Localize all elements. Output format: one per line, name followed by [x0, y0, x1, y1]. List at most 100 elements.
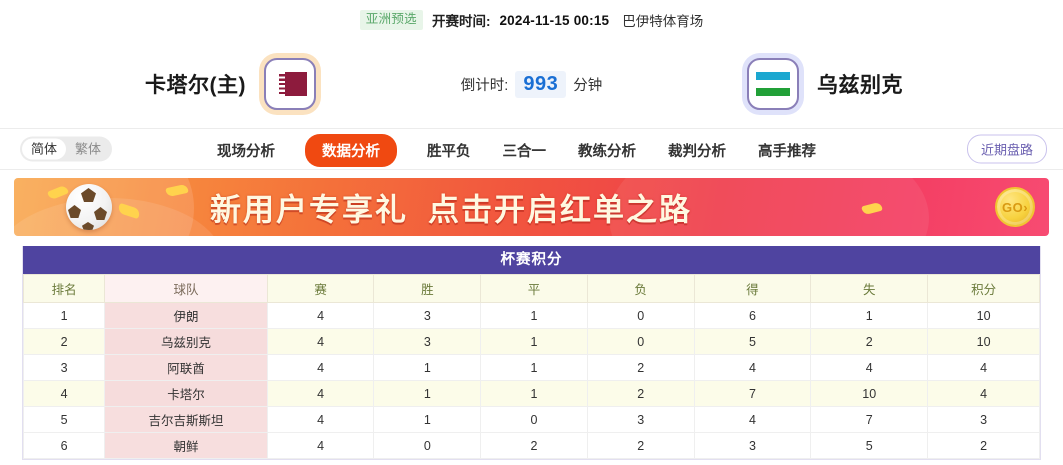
promo-banner-text: 新用户专享礼 点击开启红单之路 — [210, 185, 692, 230]
lang-simplified-option[interactable]: 简体 — [22, 138, 67, 160]
cell-rank: 4 — [22, 380, 106, 407]
cell-win: 3 — [373, 328, 482, 355]
soccer-ball-icon — [66, 184, 112, 230]
promo-text-line1: 新用户专享礼 — [210, 192, 408, 228]
countdown-unit: 分钟 — [573, 77, 603, 94]
home-team-block[interactable]: 卡塔尔(主) — [0, 40, 420, 128]
cell-draw: 1 — [480, 328, 588, 355]
cell-win: 1 — [373, 354, 482, 381]
tab-expert-picks[interactable]: 高手推荐 — [758, 143, 816, 160]
cell-win: 3 — [373, 302, 482, 329]
table-row[interactable]: 4 卡塔尔 4 1 1 2 7 10 4 — [22, 380, 1040, 407]
tab-data-analysis[interactable]: 数据分析 — [305, 133, 397, 167]
col-header-played: 赛 — [266, 274, 375, 303]
teams-header: 卡塔尔(主) 倒计时: 993 分钟 乌兹别克 — [0, 40, 1063, 128]
cell-loss: 2 — [586, 354, 695, 381]
cell-rank: 3 — [22, 354, 106, 381]
league-badge: 亚洲预选 — [359, 10, 423, 30]
col-header-ga: 失 — [810, 274, 929, 303]
cell-win: 1 — [373, 406, 482, 433]
cell-rank: 5 — [22, 406, 106, 433]
col-header-rank: 排名 — [22, 274, 106, 303]
kickoff-label: 开赛时间: — [431, 14, 491, 29]
cell-draw: 1 — [480, 302, 588, 329]
cell-ga: 2 — [810, 328, 929, 355]
table-row[interactable]: 1 伊朗 4 3 1 0 6 1 10 — [22, 302, 1040, 329]
main-nav: 简体 繁体 现场分析 数据分析 胜平负 三合一 教练分析 裁判分析 高手推荐 近… — [0, 128, 1063, 170]
uzbekistan-flag-icon — [747, 58, 799, 110]
cell-played: 4 — [266, 354, 375, 381]
col-header-points: 积分 — [927, 274, 1040, 303]
col-header-loss: 负 — [586, 274, 695, 303]
tab-referee-analysis[interactable]: 裁判分析 — [668, 143, 726, 160]
table-row[interactable]: 3 阿联酋 4 1 1 2 4 4 4 — [22, 354, 1040, 381]
lang-traditional-option[interactable]: 繁体 — [75, 141, 102, 157]
cell-team[interactable]: 朝鲜 — [104, 432, 268, 459]
cell-loss: 0 — [586, 328, 695, 355]
tab-win-draw-loss[interactable]: 胜平负 — [427, 143, 471, 160]
cell-team[interactable]: 伊朗 — [104, 302, 268, 329]
tab-live-analysis[interactable]: 现场分析 — [217, 143, 275, 160]
promo-banner[interactable]: 新用户专享礼 点击开启红单之路 GO› — [14, 178, 1049, 236]
promo-go-button[interactable]: GO› — [995, 187, 1035, 227]
cell-points: 10 — [927, 328, 1040, 355]
away-team-name: 乌兹别克 — [817, 74, 903, 97]
cell-played: 4 — [266, 432, 375, 459]
cell-draw: 0 — [480, 406, 588, 433]
cell-team[interactable]: 卡塔尔 — [104, 380, 268, 407]
cell-draw: 1 — [480, 380, 588, 407]
cell-loss: 2 — [586, 380, 695, 407]
col-header-win: 胜 — [373, 274, 482, 303]
cell-gf: 7 — [693, 380, 812, 407]
cell-points: 4 — [927, 380, 1040, 407]
qatar-flag-icon — [264, 58, 316, 110]
cell-rank: 1 — [22, 302, 106, 329]
nav-items: 现场分析 数据分析 胜平负 三合一 教练分析 裁判分析 高手推荐 — [215, 129, 818, 171]
standings-table: 杯赛积分 排名 球队 赛 胜 平 负 得 失 积分 — [22, 246, 1040, 459]
countdown-value: 993 — [515, 70, 567, 98]
cell-team[interactable]: 吉尔吉斯斯坦 — [104, 406, 268, 433]
standings-title: 杯赛积分 — [23, 246, 1040, 274]
cell-played: 4 — [266, 328, 375, 355]
cell-draw: 1 — [480, 354, 588, 381]
cell-gf: 6 — [693, 302, 812, 329]
cell-draw: 2 — [480, 432, 588, 459]
language-toggle[interactable]: 简体 繁体 — [20, 136, 113, 162]
table-row[interactable]: 6 朝鲜 4 0 2 2 3 5 2 — [22, 432, 1040, 459]
cell-rank: 6 — [22, 432, 106, 459]
cell-played: 4 — [266, 302, 375, 329]
tab-coach-analysis[interactable]: 教练分析 — [578, 143, 636, 160]
cell-points: 10 — [927, 302, 1040, 329]
table-row[interactable]: 2 乌兹别克 4 3 1 0 5 2 10 — [22, 328, 1040, 355]
away-team-block[interactable]: 乌兹别克 — [643, 40, 1063, 128]
cell-win: 1 — [373, 380, 482, 407]
recent-odds-button[interactable]: 近期盘路 — [966, 134, 1047, 164]
cell-ga: 4 — [810, 354, 929, 381]
col-header-team: 球队 — [104, 274, 268, 303]
cell-points: 3 — [927, 406, 1040, 433]
cell-played: 4 — [266, 406, 375, 433]
cell-gf: 4 — [693, 406, 812, 433]
cell-gf: 3 — [693, 432, 812, 459]
cell-loss: 0 — [586, 302, 695, 329]
home-team-name: 卡塔尔(主) — [145, 74, 246, 97]
cell-ga: 10 — [810, 380, 929, 407]
cell-ga: 5 — [810, 432, 929, 459]
cell-win: 0 — [373, 432, 482, 459]
cell-loss: 3 — [586, 406, 695, 433]
standings-header-row: 排名 球队 赛 胜 平 负 得 失 积分 — [22, 274, 1040, 303]
col-header-draw: 平 — [480, 274, 588, 303]
col-header-gf: 得 — [693, 274, 812, 303]
cell-ga: 1 — [810, 302, 929, 329]
cell-rank: 2 — [22, 328, 106, 355]
tab-three-in-one[interactable]: 三合一 — [502, 143, 547, 160]
cell-team[interactable]: 乌兹别克 — [104, 328, 268, 355]
cell-gf: 4 — [693, 354, 812, 381]
cell-loss: 2 — [586, 432, 695, 459]
table-row[interactable]: 5 吉尔吉斯斯坦 4 1 0 3 4 7 3 — [22, 406, 1040, 433]
cell-team[interactable]: 阿联酋 — [104, 354, 268, 381]
cell-points: 4 — [927, 354, 1040, 381]
venue-name: 巴伊特体育场 — [622, 14, 704, 29]
cell-gf: 5 — [693, 328, 812, 355]
